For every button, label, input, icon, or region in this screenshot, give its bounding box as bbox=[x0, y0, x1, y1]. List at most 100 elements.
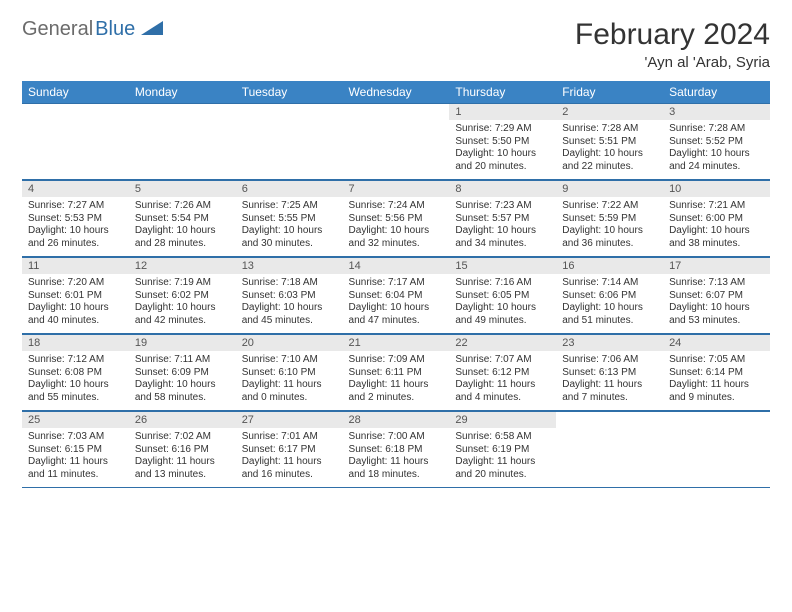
sunrise-text: Sunrise: 7:17 AM bbox=[349, 277, 444, 290]
calendar-day-cell: 18Sunrise: 7:12 AMSunset: 6:08 PMDayligh… bbox=[22, 334, 129, 411]
sunset-text: Sunset: 6:19 PM bbox=[455, 444, 550, 457]
calendar-day-cell: 14 Sunrise: 7:17 AMSunset: 6:04 PMDayligh… bbox=[343, 257, 450, 334]
weekday-header-cell: Tuesday bbox=[236, 81, 343, 103]
calendar-day-cell: 17Sunrise: 7:13 AMSunset: 6:07 PMDayligh… bbox=[663, 257, 770, 334]
day-details: Sunrise: 7:02 AMSunset: 6:16 PMDaylight:… bbox=[129, 428, 236, 487]
weekday-header-cell: Friday bbox=[556, 81, 663, 103]
sunset-text: Sunset: 5:50 PM bbox=[455, 136, 550, 149]
calendar-day-cell: 6Sunrise: 7:25 AMSunset: 5:55 PMDaylight… bbox=[236, 180, 343, 257]
weekday-header-cell: Wednesday bbox=[343, 81, 450, 103]
day-details: Sunrise: 7:03 AMSunset: 6:15 PMDaylight:… bbox=[22, 428, 129, 487]
sunrise-text: Sunrise: 7:26 AM bbox=[135, 200, 230, 213]
sunset-text: Sunset: 6:15 PM bbox=[28, 444, 123, 457]
sunset-text: Sunset: 5:54 PM bbox=[135, 213, 230, 226]
calendar-week-row: 11Sunrise: 7:20 AMSunset: 6:01 PMDayligh… bbox=[22, 257, 770, 334]
header: GeneralBlue February 2024 'Ayn al 'Arab,… bbox=[22, 18, 770, 71]
day-number: 14 bbox=[343, 257, 450, 274]
calendar-week-row: 18Sunrise: 7:12 AMSunset: 6:08 PMDayligh… bbox=[22, 334, 770, 411]
calendar-day-cell: 21Sunrise: 7:09 AMSunset: 6:11 PMDayligh… bbox=[343, 334, 450, 411]
sunrise-text: Sunrise: 7:10 AM bbox=[242, 354, 337, 367]
calendar-day-cell: 16Sunrise: 7:14 AMSunset: 6:06 PMDayligh… bbox=[556, 257, 663, 334]
calendar-week-row: 1Sunrise: 7:29 AMSunset: 5:50 PMDaylight… bbox=[22, 103, 770, 180]
day-number: 26 bbox=[129, 411, 236, 428]
sunset-text: Sunset: 6:10 PM bbox=[242, 367, 337, 380]
day-number: 16 bbox=[556, 257, 663, 274]
calendar-day-cell: 27Sunrise: 7:01 AMSunset: 6:17 PMDayligh… bbox=[236, 411, 343, 488]
weekday-header: SundayMondayTuesdayWednesdayThursdayFrid… bbox=[22, 81, 770, 103]
day-details: Sunrise: 6:58 AMSunset: 6:19 PMDaylight:… bbox=[449, 428, 556, 487]
calendar-day-cell: 22Sunrise: 7:07 AMSunset: 6:12 PMDayligh… bbox=[449, 334, 556, 411]
daylight-text: Daylight: 10 hours and 22 minutes. bbox=[562, 148, 657, 173]
day-number: 1 bbox=[449, 103, 556, 120]
weekday-header-cell: Sunday bbox=[22, 81, 129, 103]
calendar-table: SundayMondayTuesdayWednesdayThursdayFrid… bbox=[22, 81, 770, 488]
sunrise-text: Sunrise: 7:13 AM bbox=[669, 277, 764, 290]
day-number: 7 bbox=[343, 180, 450, 197]
calendar-day-cell: 15Sunrise: 7:16 AMSunset: 6:05 PMDayligh… bbox=[449, 257, 556, 334]
calendar-day-cell bbox=[236, 103, 343, 180]
day-details: Sunrise: 7:01 AMSunset: 6:17 PMDaylight:… bbox=[236, 428, 343, 487]
day-number: 29 bbox=[449, 411, 556, 428]
sunrise-text: Sunrise: 7:27 AM bbox=[28, 200, 123, 213]
day-details: Sunrise: 7:22 AMSunset: 5:59 PMDaylight:… bbox=[556, 197, 663, 256]
daylight-text: Daylight: 10 hours and 47 minutes. bbox=[349, 302, 444, 327]
sunrise-text: Sunrise: 7:12 AM bbox=[28, 354, 123, 367]
day-number: 8 bbox=[449, 180, 556, 197]
calendar-day-cell: 4Sunrise: 7:27 AMSunset: 5:53 PMDaylight… bbox=[22, 180, 129, 257]
day-details: Sunrise: 7:28 AMSunset: 5:51 PMDaylight:… bbox=[556, 120, 663, 179]
day-details: Sunrise: 7:05 AMSunset: 6:14 PMDaylight:… bbox=[663, 351, 770, 410]
day-details: Sunrise: 7:21 AMSunset: 6:00 PMDaylight:… bbox=[663, 197, 770, 256]
sunrise-text: Sunrise: 7:22 AM bbox=[562, 200, 657, 213]
sunrise-text: Sunrise: 7:24 AM bbox=[349, 200, 444, 213]
day-details: Sunrise: 7:16 AMSunset: 6:05 PMDaylight:… bbox=[449, 274, 556, 333]
sunrise-text: Sunrise: 7:05 AM bbox=[669, 354, 764, 367]
calendar-day-cell bbox=[129, 103, 236, 180]
sunset-text: Sunset: 6:14 PM bbox=[669, 367, 764, 380]
daylight-text: Daylight: 11 hours and 11 minutes. bbox=[28, 456, 123, 481]
day-details: Sunrise: 7:24 AMSunset: 5:56 PMDaylight:… bbox=[343, 197, 450, 256]
calendar-day-cell: 13Sunrise: 7:18 AMSunset: 6:03 PMDayligh… bbox=[236, 257, 343, 334]
sunrise-text: Sunrise: 7:28 AM bbox=[562, 123, 657, 136]
calendar-week-row: 25Sunrise: 7:03 AMSunset: 6:15 PMDayligh… bbox=[22, 411, 770, 488]
daylight-text: Daylight: 11 hours and 16 minutes. bbox=[242, 456, 337, 481]
calendar-day-cell: 10Sunrise: 7:21 AMSunset: 6:00 PMDayligh… bbox=[663, 180, 770, 257]
calendar-day-cell: 23Sunrise: 7:06 AMSunset: 6:13 PMDayligh… bbox=[556, 334, 663, 411]
calendar-day-cell: 26Sunrise: 7:02 AMSunset: 6:16 PMDayligh… bbox=[129, 411, 236, 488]
day-details: Sunrise: 7:18 AMSunset: 6:03 PMDaylight:… bbox=[236, 274, 343, 333]
day-details: Sunrise: 7:29 AMSunset: 5:50 PMDaylight:… bbox=[449, 120, 556, 179]
calendar-day-cell: 7Sunrise: 7:24 AMSunset: 5:56 PMDaylight… bbox=[343, 180, 450, 257]
sunset-text: Sunset: 6:16 PM bbox=[135, 444, 230, 457]
calendar-day-cell bbox=[556, 411, 663, 488]
day-number: 6 bbox=[236, 180, 343, 197]
day-details: Sunrise: 7:27 AMSunset: 5:53 PMDaylight:… bbox=[22, 197, 129, 256]
daylight-text: Daylight: 10 hours and 30 minutes. bbox=[242, 225, 337, 250]
day-number: 3 bbox=[663, 103, 770, 120]
day-number: 20 bbox=[236, 334, 343, 351]
weekday-header-cell: Thursday bbox=[449, 81, 556, 103]
daylight-text: Daylight: 11 hours and 2 minutes. bbox=[349, 379, 444, 404]
sunset-text: Sunset: 6:09 PM bbox=[135, 367, 230, 380]
daylight-text: Daylight: 11 hours and 7 minutes. bbox=[562, 379, 657, 404]
sunset-text: Sunset: 5:59 PM bbox=[562, 213, 657, 226]
logo-triangle-icon bbox=[141, 18, 163, 41]
brand-part2: Blue bbox=[95, 18, 135, 41]
sunset-text: Sunset: 6:04 PM bbox=[349, 290, 444, 303]
sunrise-text: Sunrise: 7:09 AM bbox=[349, 354, 444, 367]
day-details: Sunrise: 7:23 AMSunset: 5:57 PMDaylight:… bbox=[449, 197, 556, 256]
daylight-text: Daylight: 10 hours and 53 minutes. bbox=[669, 302, 764, 327]
sunset-text: Sunset: 5:52 PM bbox=[669, 136, 764, 149]
calendar-day-cell: 9Sunrise: 7:22 AMSunset: 5:59 PMDaylight… bbox=[556, 180, 663, 257]
daylight-text: Daylight: 10 hours and 49 minutes. bbox=[455, 302, 550, 327]
sunrise-text: Sunrise: 7:20 AM bbox=[28, 277, 123, 290]
daylight-text: Daylight: 10 hours and 34 minutes. bbox=[455, 225, 550, 250]
sunrise-text: Sunrise: 7:21 AM bbox=[669, 200, 764, 213]
day-number: 28 bbox=[343, 411, 450, 428]
weekday-header-cell: Saturday bbox=[663, 81, 770, 103]
daylight-text: Daylight: 11 hours and 4 minutes. bbox=[455, 379, 550, 404]
day-number: 9 bbox=[556, 180, 663, 197]
brand-part1: General bbox=[22, 18, 93, 41]
sunrise-text: Sunrise: 7:25 AM bbox=[242, 200, 337, 213]
sunrise-text: Sunrise: 7:01 AM bbox=[242, 431, 337, 444]
calendar-day-cell: 2Sunrise: 7:28 AMSunset: 5:51 PMDaylight… bbox=[556, 103, 663, 180]
calendar-day-cell: 20Sunrise: 7:10 AMSunset: 6:10 PMDayligh… bbox=[236, 334, 343, 411]
